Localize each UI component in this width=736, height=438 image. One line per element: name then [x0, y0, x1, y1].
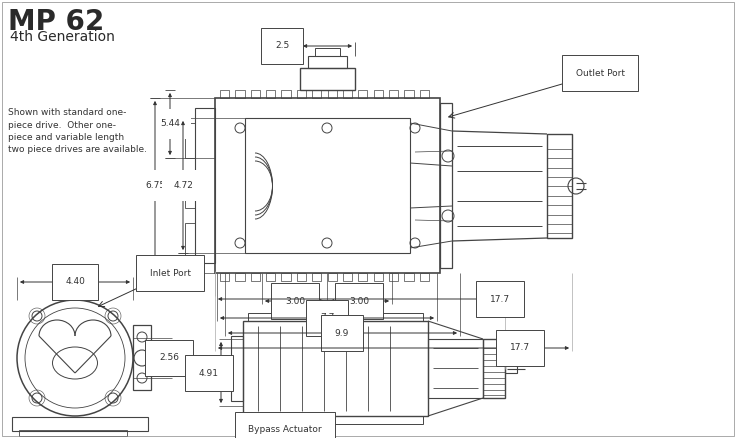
Text: 2.56: 2.56 [159, 353, 179, 363]
Text: 3.00: 3.00 [285, 297, 305, 305]
Text: 17.7: 17.7 [490, 294, 510, 304]
Bar [328, 90, 336, 98]
Bar [312, 90, 322, 98]
Bar [19, 430, 127, 436]
Bar [358, 90, 367, 98]
Bar [404, 273, 414, 281]
Text: 4.91: 4.91 [199, 368, 219, 378]
Bar [12, 417, 148, 431]
Bar [251, 90, 260, 98]
Text: 4.40: 4.40 [65, 278, 85, 286]
Bar [245, 118, 410, 253]
Bar [281, 273, 291, 281]
Text: MP 62: MP 62 [8, 8, 105, 36]
Bar [195, 108, 215, 263]
Text: 7.7: 7.7 [320, 314, 334, 322]
Text: Outlet Port: Outlet Port [576, 68, 625, 78]
Text: Inlet Port: Inlet Port [149, 268, 191, 278]
Bar [358, 273, 367, 281]
Bar [215, 98, 440, 273]
Bar [374, 273, 383, 281]
Text: 3.00: 3.00 [349, 297, 369, 305]
Bar [343, 273, 352, 281]
Bar [547, 134, 572, 238]
Text: 2.5: 2.5 [275, 42, 289, 50]
Bar [243, 321, 428, 416]
Bar [483, 339, 505, 398]
Bar [428, 339, 483, 398]
Bar [374, 90, 383, 98]
Bar [420, 273, 429, 281]
Bar [440, 103, 452, 268]
Bar [248, 313, 423, 321]
Text: 5.44: 5.44 [160, 120, 180, 128]
Text: Shown with standard one-
piece drive.  Other one-
piece and variable length
two : Shown with standard one- piece drive. Ot… [8, 108, 147, 155]
Bar [420, 90, 429, 98]
Bar [312, 273, 322, 281]
Bar [266, 90, 275, 98]
Bar [297, 90, 306, 98]
Bar [251, 273, 260, 281]
Text: 4th Generation: 4th Generation [10, 30, 115, 44]
Bar [185, 173, 195, 208]
Bar [236, 90, 244, 98]
Bar [300, 68, 355, 90]
Bar [297, 273, 306, 281]
Bar [185, 123, 195, 158]
Bar [308, 56, 347, 68]
Bar [328, 273, 336, 281]
Bar [133, 325, 151, 390]
Text: 4.72: 4.72 [173, 181, 193, 190]
Text: 6.75: 6.75 [145, 181, 165, 190]
Bar [220, 273, 229, 281]
Bar [220, 90, 229, 98]
Bar [266, 273, 275, 281]
Bar [185, 223, 195, 258]
Text: 9.9: 9.9 [335, 328, 349, 338]
Text: 17.7: 17.7 [510, 343, 530, 353]
Bar [315, 48, 340, 56]
Bar [389, 273, 398, 281]
Bar [404, 90, 414, 98]
Bar [236, 273, 244, 281]
Text: Bypass Actuator: Bypass Actuator [248, 425, 322, 434]
Bar [505, 365, 517, 373]
Bar [248, 416, 423, 424]
Bar [281, 90, 291, 98]
Bar [389, 90, 398, 98]
Bar [343, 90, 352, 98]
Bar [231, 336, 243, 401]
